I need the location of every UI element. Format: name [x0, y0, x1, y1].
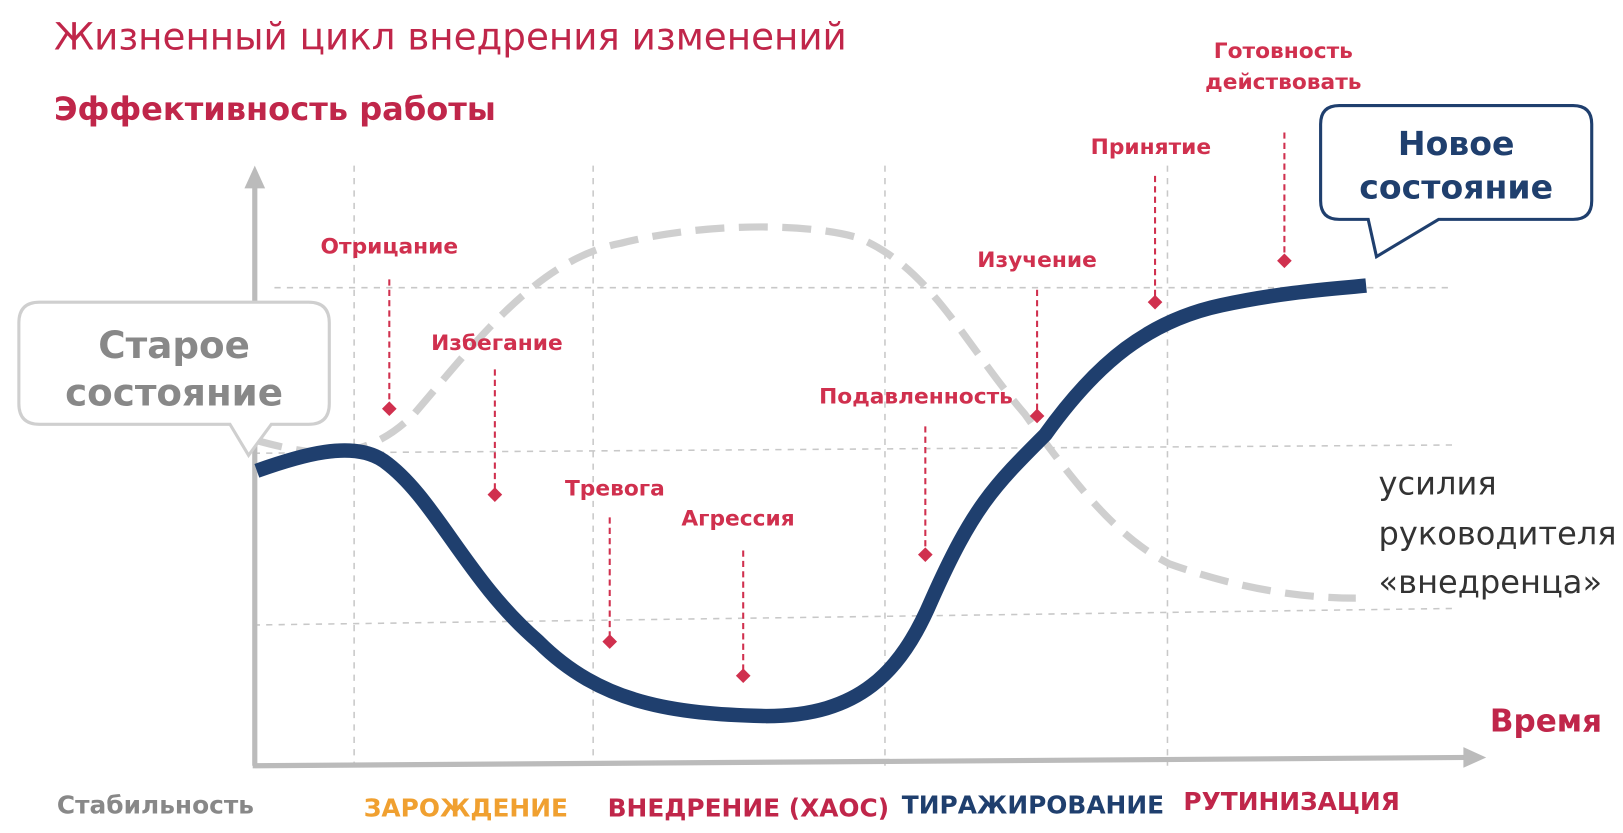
- manager-effort-label: усилия руководителя «внедренца»: [1379, 465, 1617, 601]
- stage-label: действовать: [1205, 70, 1361, 95]
- y-axis-label: Эффективность работы: [54, 90, 496, 128]
- stage-label: Агрессия: [681, 507, 794, 532]
- stage-marker: [487, 487, 503, 502]
- stage-marker: [735, 668, 751, 684]
- old-state-callout: Старое состояние: [17, 300, 331, 459]
- stage-marker: [1147, 294, 1163, 310]
- phase-label: ЗАРОЖДЕНИЕ: [364, 793, 568, 822]
- x-axis-arrow: [1463, 747, 1487, 768]
- x-axis-label: Время: [1490, 704, 1602, 740]
- title: Жизненный цикл внедрения изменений: [54, 15, 847, 59]
- callout-box: [17, 300, 331, 459]
- phase-label: РУТИНИЗАЦИЯ: [1183, 787, 1399, 816]
- new-state-callout: Новое состояние: [1319, 103, 1594, 260]
- stage-label: Принятие: [1091, 135, 1211, 160]
- stage-label: Подавленность: [819, 385, 1013, 410]
- old-state-text: Старое: [98, 323, 250, 367]
- stage-label: Отрицание: [321, 235, 459, 260]
- grid: [253, 165, 1455, 766]
- grid-line: [253, 444, 1455, 455]
- callout-box: [1319, 103, 1594, 260]
- stage-label: Готовность: [1214, 39, 1353, 64]
- stage-marker: [381, 401, 397, 417]
- stages: Отрицание Избегание Тревога Агрессия Под…: [321, 39, 1362, 684]
- grid-line: [253, 607, 1455, 626]
- effort-text: руководителя: [1379, 514, 1617, 552]
- stage-label: Тревога: [565, 477, 665, 502]
- phase-label: Стабильность: [57, 790, 254, 819]
- performance-curve: [254, 278, 1367, 724]
- new-state-text: Новое: [1398, 124, 1515, 163]
- y-axis-arrow: [244, 165, 266, 189]
- stage-label: Изучение: [977, 248, 1097, 273]
- axes: [244, 165, 1487, 769]
- phase-label: ТИРАЖИРОВАНИЕ: [902, 790, 1164, 819]
- stage-marker: [1277, 253, 1292, 269]
- old-state-text: состояние: [65, 371, 283, 415]
- stage-label: Избегание: [431, 331, 563, 356]
- stage-marker: [918, 547, 933, 562]
- effort-text: «внедренца»: [1379, 563, 1603, 601]
- effort-text: усилия: [1379, 465, 1497, 503]
- stage-marker: [602, 634, 618, 649]
- phase-label: ВНЕДРЕНИЕ (ХАОС): [608, 793, 889, 822]
- new-state-text: состояние: [1359, 168, 1553, 207]
- phases: Стабильность ЗАРОЖДЕНИЕ ВНЕДРЕНИЕ (ХАОС)…: [57, 787, 1400, 822]
- manager-effort-curve: [252, 223, 1356, 602]
- x-axis: [252, 754, 1468, 769]
